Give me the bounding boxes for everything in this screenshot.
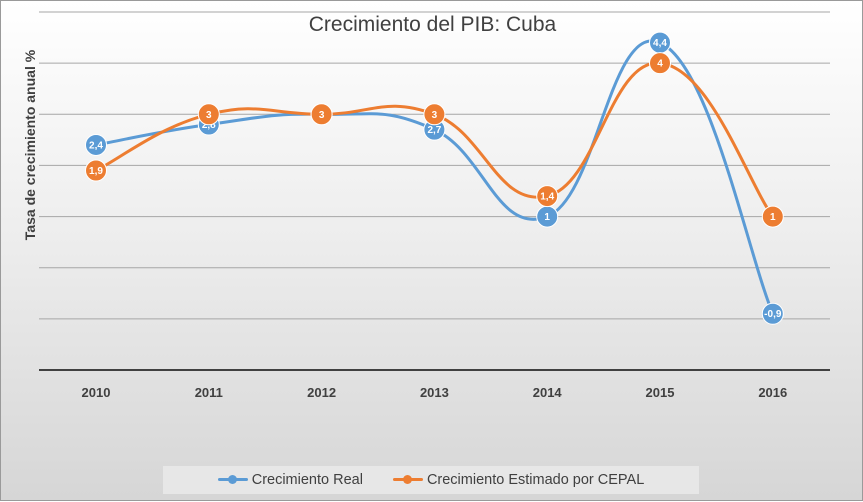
data-label: 1,4	[540, 192, 554, 203]
legend: Crecimiento Real Crecimiento Estimado po…	[163, 466, 699, 494]
x-tick-label: 2012	[307, 385, 336, 400]
data-label: 1	[544, 212, 550, 223]
x-tick-label: 2013	[420, 385, 449, 400]
data-point	[761, 205, 784, 228]
x-tick-label: 2011	[195, 385, 223, 400]
legend-item-cepal: Crecimiento Estimado por CEPAL	[392, 472, 645, 488]
data-label: 2,4	[89, 140, 103, 151]
series-lines	[94, 39, 775, 316]
legend-label-cepal: Crecimiento Estimado por CEPAL	[426, 472, 645, 488]
series-line-0	[94, 39, 775, 316]
data-label: 3	[206, 110, 212, 121]
x-tick-label: 2015	[646, 385, 675, 400]
data-point	[761, 302, 784, 325]
data-label: 2,8	[202, 120, 216, 131]
data-label: 2,7	[427, 125, 441, 136]
data-point	[85, 159, 107, 182]
gridlines	[39, 11, 830, 320]
data-label: 3	[319, 110, 325, 121]
legend-item-real: Crecimiento Real	[217, 472, 363, 488]
data-point	[536, 185, 559, 208]
data-point	[649, 52, 671, 75]
data-point	[310, 103, 333, 126]
data-label: 4	[657, 59, 663, 70]
legend-swatch-cepal	[392, 475, 423, 485]
data-label: 1	[770, 212, 776, 223]
data-point	[85, 133, 107, 156]
data-point	[423, 103, 446, 126]
data-label: 1,9	[89, 166, 103, 177]
chart-title: Crecimiento del PIB: Cuba	[308, 13, 557, 36]
legend-label-real: Crecimiento Real	[251, 472, 363, 488]
legend-swatch-real	[217, 475, 248, 485]
data-label: -0,9	[764, 309, 782, 320]
x-tick-label: 2014	[533, 385, 563, 400]
x-axis: 2010 2011 2012 2013 2014 2015 2016	[39, 369, 830, 400]
data-label: 4,4	[653, 38, 667, 49]
x-tick-label: 2016	[758, 385, 787, 400]
x-tick-label: 2010	[82, 385, 111, 400]
data-point	[197, 103, 220, 126]
data-label: 3	[432, 110, 438, 121]
